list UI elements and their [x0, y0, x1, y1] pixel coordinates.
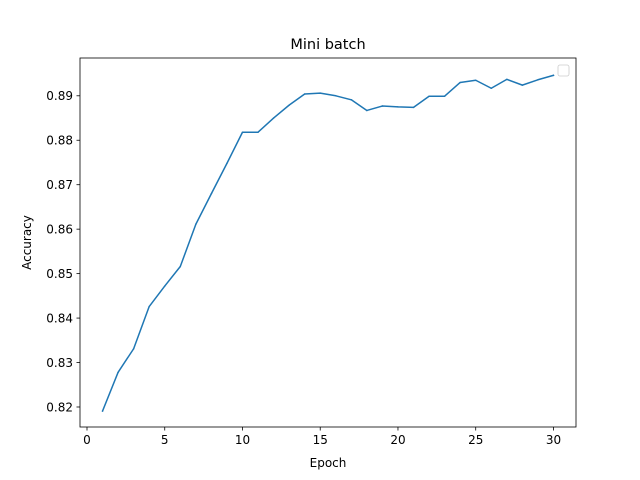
y-tick-label: 0.89	[46, 89, 73, 103]
data-point	[210, 192, 213, 195]
x-tick-label: 5	[161, 433, 169, 447]
data-point	[506, 78, 508, 81]
data-point	[443, 95, 446, 97]
data-point	[163, 285, 166, 287]
data-point	[474, 79, 477, 81]
data-point	[552, 74, 555, 77]
data-point	[272, 117, 275, 119]
data-point	[241, 131, 244, 133]
series-line	[101, 74, 555, 412]
y-tick-label: 0.85	[46, 267, 73, 281]
data-point	[350, 99, 353, 101]
data-point	[412, 106, 415, 109]
y-tick-label: 0.84	[46, 311, 73, 325]
data-point	[366, 109, 368, 112]
x-axis-ticks: 0 5 10 15 20 25 30	[83, 427, 561, 447]
data-point	[148, 305, 150, 308]
y-axis-label: Accuracy	[20, 215, 34, 270]
x-tick-label: 15	[313, 433, 328, 447]
x-tick-label: 25	[468, 433, 483, 447]
y-tick-label: 0.82	[46, 400, 73, 414]
x-tick-label: 30	[546, 433, 561, 447]
data-point	[195, 223, 197, 226]
y-tick-label: 0.87	[46, 178, 73, 192]
data-point	[303, 93, 306, 95]
data-point	[319, 92, 321, 94]
data-point	[226, 162, 228, 165]
data-point	[428, 95, 430, 97]
data-point	[397, 106, 399, 108]
data-point	[101, 410, 104, 412]
y-tick-label: 0.88	[46, 134, 73, 148]
data-point	[132, 348, 135, 350]
data-point	[521, 84, 524, 86]
y-axis-ticks: 0.82 0.83 0.84 0.85 0.86 0.87 0.88 0.89	[46, 89, 80, 414]
data-point	[117, 371, 119, 374]
chart-title: Mini batch	[290, 37, 365, 53]
x-axis-label: Epoch	[310, 456, 347, 470]
x-tick-label: 20	[390, 433, 405, 447]
data-point	[381, 105, 384, 107]
data-point	[459, 81, 461, 84]
y-tick-label: 0.86	[46, 222, 73, 236]
y-tick-label: 0.83	[46, 356, 73, 370]
data-point	[179, 265, 182, 268]
data-point	[537, 79, 539, 81]
x-tick-label: 0	[83, 433, 91, 447]
data-point	[335, 95, 337, 97]
x-tick-label: 10	[235, 433, 250, 447]
data-point	[257, 131, 259, 133]
data-point	[288, 104, 290, 106]
plot-frame	[79, 57, 577, 428]
data-point	[490, 87, 493, 89]
legend-box	[557, 64, 570, 77]
data-layer	[101, 74, 555, 412]
